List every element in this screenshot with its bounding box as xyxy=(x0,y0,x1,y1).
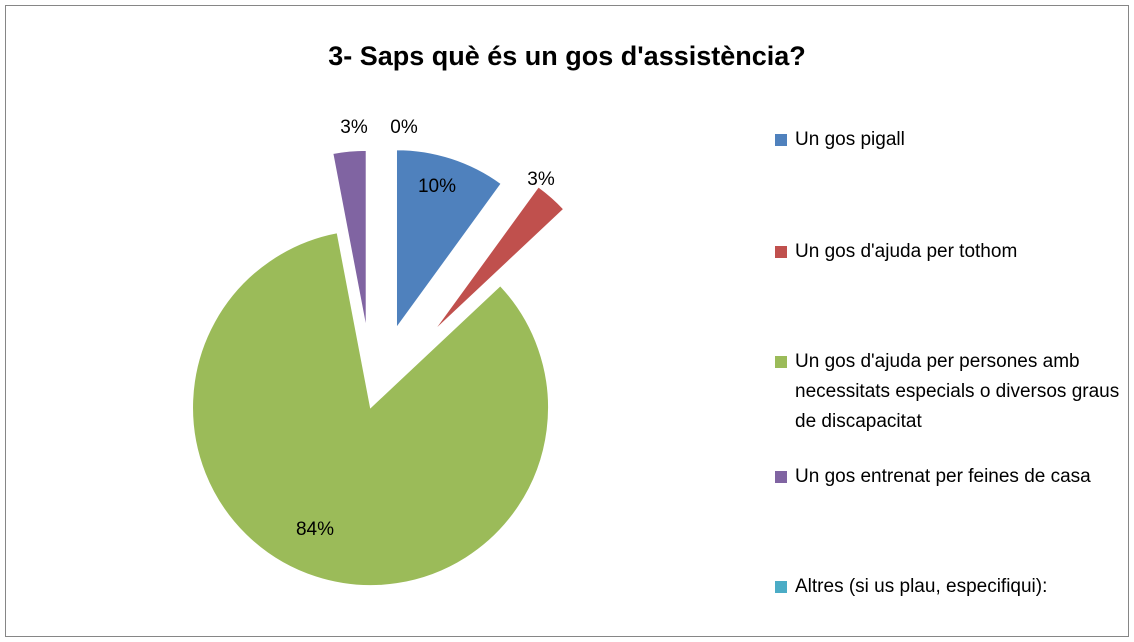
legend-swatch xyxy=(775,581,787,593)
legend-label: Un gos pigall xyxy=(795,129,905,150)
data-label: 0% xyxy=(390,117,418,138)
legend-swatch xyxy=(775,134,787,146)
data-label: 3% xyxy=(340,117,368,138)
pie-slice xyxy=(395,149,502,330)
legend-label: Altres (si us plau, especifiqui): xyxy=(795,576,1048,597)
pie-slice xyxy=(192,232,550,587)
legend-label: Un gos d'ajuda per persones amb necessit… xyxy=(795,351,1120,432)
data-label: 3% xyxy=(527,169,555,190)
legend-swatch xyxy=(775,356,787,368)
legend-swatch xyxy=(775,246,787,258)
chart-border xyxy=(5,5,1129,637)
data-label: 84% xyxy=(296,519,334,540)
data-label: 10% xyxy=(418,176,456,197)
chart-title: 3- Saps què és un gos d'assistència? xyxy=(328,41,806,71)
pie-slice xyxy=(433,186,565,332)
legend-swatch xyxy=(775,471,787,483)
legend-label: Un gos d'ajuda per tothom xyxy=(795,241,1018,262)
pie-slice xyxy=(332,149,367,329)
legend-label: Un gos entrenat per feines de casa xyxy=(795,466,1091,487)
